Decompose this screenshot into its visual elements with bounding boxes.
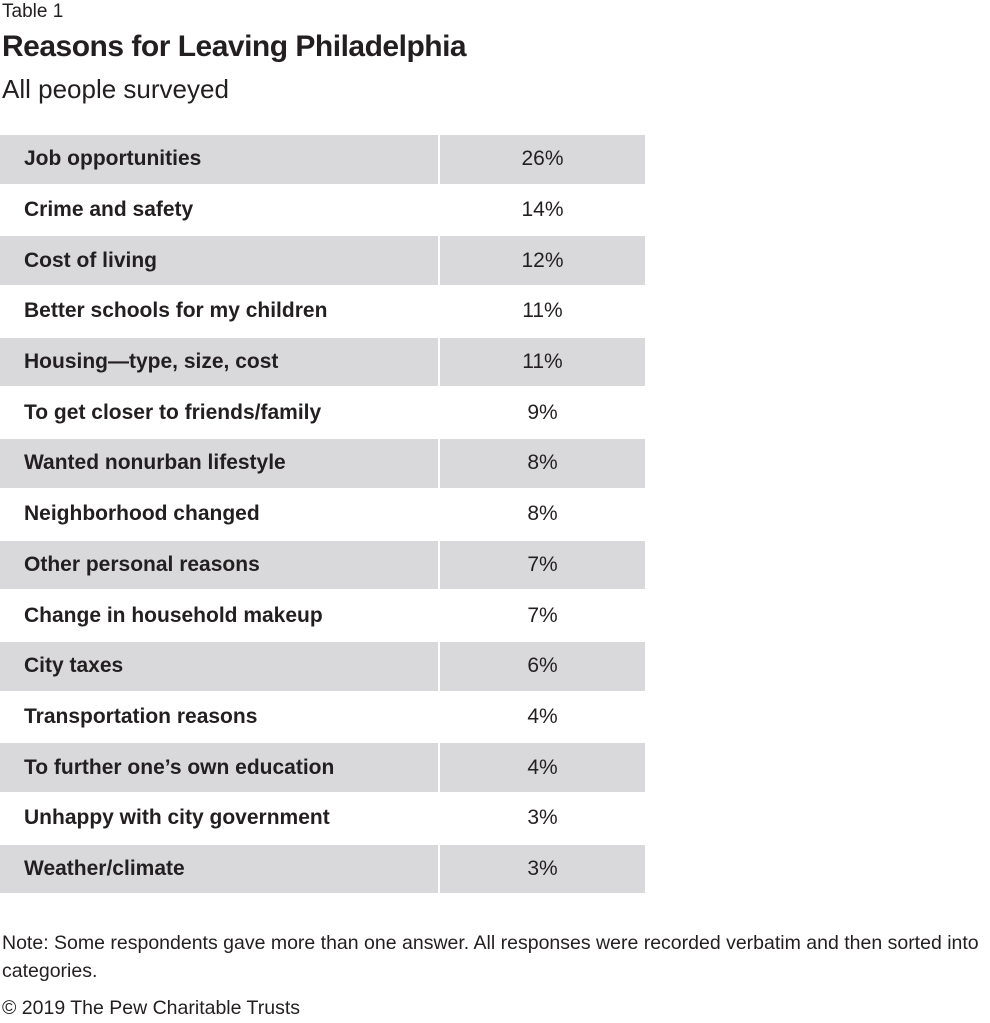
- reason-cell: Wanted nonurban lifestyle: [0, 439, 440, 488]
- table-row: Wanted nonurban lifestyle 8%: [0, 439, 647, 490]
- table-row: Weather/climate 3%: [0, 844, 647, 896]
- table-row: Unhappy with city government 3%: [0, 793, 647, 845]
- percent-cell: 8%: [527, 502, 558, 526]
- table-row: Better schools for my children 11%: [0, 287, 647, 338]
- title: Reasons for Leaving Philadelphia: [2, 30, 467, 63]
- table-row: City taxes 6%: [0, 641, 647, 693]
- reason-cell: Cost of living: [0, 236, 440, 286]
- table-row: Neighborhood changed 8%: [0, 489, 647, 541]
- percent-cell: 11%: [522, 299, 563, 323]
- table-row: Job opportunities 26%: [0, 135, 647, 186]
- reason-cell: Neighborhood changed: [0, 489, 440, 539]
- reason-cell: To further one’s own education: [0, 743, 440, 792]
- percent-cell: 3%: [440, 844, 645, 894]
- reason-cell: City taxes: [0, 641, 440, 691]
- reason-cell: Housing—type, size, cost: [0, 337, 440, 387]
- reason-cell: Crime and safety: [0, 185, 440, 235]
- reason-cell: To get closer to friends/family: [0, 388, 440, 438]
- percent-cell: 12%: [440, 236, 645, 286]
- table-row: Crime and safety 14%: [0, 185, 647, 237]
- table-row: Other personal reasons 7%: [0, 540, 647, 592]
- reason-cell: Other personal reasons: [0, 540, 440, 590]
- table-row: Cost of living 12%: [0, 236, 647, 288]
- subtitle: All people surveyed: [2, 74, 229, 104]
- percent-cell: 6%: [440, 641, 645, 691]
- note: Note: Some respondents gave more than on…: [2, 932, 979, 982]
- reason-cell: Job opportunities: [0, 135, 440, 184]
- percent-cell: 4%: [527, 704, 558, 728]
- table-row: To further one’s own education 4%: [0, 743, 647, 794]
- copyright: © 2019 The Pew Charitable Trusts: [2, 997, 300, 1019]
- percent-cell: 7%: [527, 603, 558, 627]
- percent-cell: 8%: [440, 439, 645, 488]
- percent-cell: 3%: [527, 806, 558, 830]
- reason-cell: Better schools for my children: [0, 287, 440, 336]
- percent-cell: 11%: [440, 337, 645, 387]
- table-row: To get closer to friends/family 9%: [0, 388, 647, 440]
- table-row: Housing—type, size, cost 11%: [0, 337, 647, 389]
- table-label: Table 1: [2, 1, 64, 22]
- reason-cell: Change in household makeup: [0, 591, 440, 640]
- table: Job opportunities 26% Crime and safety 14% C…: [0, 135, 647, 896]
- percent-cell: 14%: [521, 198, 564, 222]
- percent-cell: 4%: [440, 743, 645, 792]
- percent-cell: 9%: [527, 400, 558, 424]
- percent-cell: 26%: [440, 135, 645, 184]
- table-row: Transportation reasons 4%: [0, 692, 647, 744]
- reason-cell: Weather/climate: [0, 844, 440, 894]
- percent-cell: 7%: [440, 540, 645, 590]
- reason-cell: Transportation reasons: [0, 692, 440, 742]
- reason-cell: Unhappy with city government: [0, 793, 440, 843]
- table-row: Change in household makeup 7%: [0, 591, 647, 642]
